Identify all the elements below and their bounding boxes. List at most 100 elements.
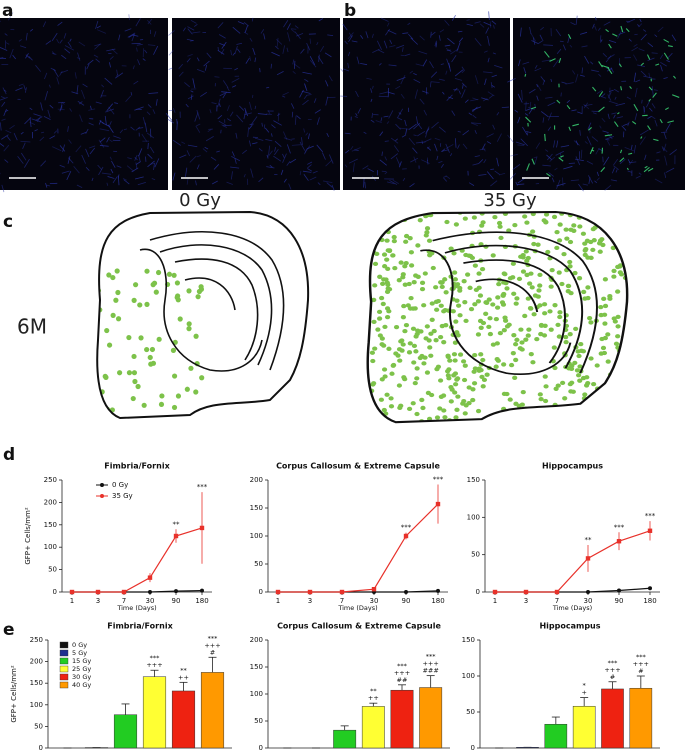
texture <box>404 53 411 57</box>
texture <box>472 163 480 166</box>
bar <box>142 676 167 749</box>
texture <box>611 167 615 174</box>
cell-dot <box>567 332 573 337</box>
marker <box>523 589 529 595</box>
significance: *** <box>197 483 208 491</box>
significance: +++ <box>204 641 220 649</box>
texture <box>282 95 286 98</box>
texture <box>522 126 528 135</box>
cell-dot <box>461 377 468 383</box>
texture <box>153 45 159 55</box>
cell-dot <box>542 407 549 413</box>
texture <box>94 43 101 50</box>
cell-dot <box>553 386 559 391</box>
bar <box>544 723 568 749</box>
cell-dot <box>602 303 609 309</box>
cell-dot <box>456 303 462 308</box>
texture <box>136 43 143 46</box>
texture <box>471 106 482 111</box>
cell-dot <box>379 295 385 301</box>
cell-dot <box>384 306 391 311</box>
texture <box>371 33 374 38</box>
cell-dot <box>435 364 442 369</box>
cell-dot <box>602 321 608 326</box>
texture <box>651 86 654 97</box>
x-tick-label: 1 <box>493 597 497 605</box>
cell-dot <box>367 403 372 408</box>
texture <box>619 158 626 165</box>
texture <box>483 50 488 53</box>
texture <box>25 32 28 41</box>
cell-dot <box>479 266 486 272</box>
cell-dot <box>623 361 628 366</box>
texture <box>250 168 254 178</box>
texture <box>95 20 99 30</box>
marker <box>616 539 622 544</box>
marker <box>95 589 101 595</box>
texture <box>93 54 99 58</box>
x-tick-label: 30 <box>370 597 379 605</box>
x-tick-label: 30 <box>146 597 155 605</box>
texture <box>263 124 266 129</box>
cell-dot <box>514 337 520 342</box>
texture <box>392 179 399 184</box>
texture <box>446 58 451 69</box>
texture <box>41 131 45 134</box>
texture <box>266 86 270 89</box>
texture <box>258 148 263 152</box>
legend-label: 35 Gy <box>112 492 133 500</box>
outline <box>96 211 310 419</box>
texture <box>303 173 309 181</box>
texture <box>273 120 282 126</box>
cell-dot <box>457 313 463 318</box>
cell-dot <box>587 316 593 321</box>
cell-dot <box>512 222 518 228</box>
texture <box>425 126 430 134</box>
gfp-cell <box>567 34 572 40</box>
texture <box>362 165 369 170</box>
cell-dot <box>556 270 562 275</box>
gfp-cell <box>633 103 639 112</box>
texture <box>389 45 396 48</box>
y-axis-label: GFP+ Cells/mm² <box>24 507 32 564</box>
texture <box>427 146 430 150</box>
cell-dot <box>171 373 178 379</box>
texture <box>222 91 227 99</box>
gfp-cell <box>663 38 670 43</box>
cell-dot <box>576 373 582 378</box>
significance: *** <box>150 654 161 662</box>
cell-dot <box>372 261 379 267</box>
texture <box>69 108 72 112</box>
texture <box>546 153 553 161</box>
texture <box>296 115 301 120</box>
cell-dot <box>551 214 558 220</box>
cell-dot <box>104 327 110 334</box>
y-tick-label: 200 <box>250 476 263 484</box>
cell-dot <box>372 283 378 288</box>
texture <box>135 161 141 165</box>
cell-dot <box>467 285 473 290</box>
cell-dot <box>451 352 458 357</box>
texture <box>24 158 30 168</box>
cell-dot <box>376 309 383 315</box>
cell-dot <box>422 271 428 276</box>
cell-dot <box>435 298 441 304</box>
cell-dot <box>565 289 571 294</box>
bar <box>361 706 385 749</box>
texture <box>185 103 189 108</box>
marker <box>199 525 205 531</box>
cell-dot <box>625 224 628 230</box>
cell-dot <box>406 350 413 355</box>
marker <box>371 587 377 592</box>
row-label: 6M <box>17 315 47 339</box>
texture <box>265 138 273 142</box>
cell-dot <box>411 360 417 365</box>
texture <box>254 105 257 110</box>
texture <box>4 33 8 36</box>
texture <box>603 21 611 26</box>
significance: ### <box>422 667 438 675</box>
texture <box>388 64 397 67</box>
texture <box>454 77 463 81</box>
texture <box>598 73 602 77</box>
texture <box>251 116 258 125</box>
